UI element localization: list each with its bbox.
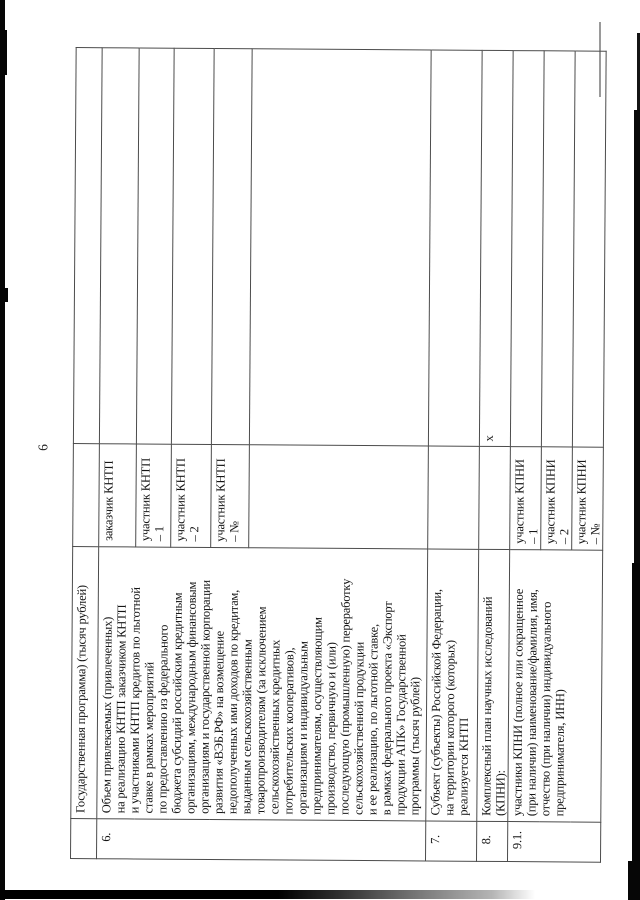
doc-table: Государственная программа) (тысяч рублей… — [70, 47, 607, 863]
scan-edge-artifact-right — [632, 563, 640, 863]
role-cell: участник КНТП – 1 — [135, 444, 172, 547]
role-cell — [72, 444, 100, 547]
table-row-7: 7. Субъект (субъекты) Российской Федерац… — [425, 50, 483, 862]
scan-edge-artifact-left — [0, 0, 5, 900]
role-cell: заказчик КНТП — [98, 444, 137, 547]
row-number-cell: 8. — [476, 821, 508, 862]
table-row-9-1: 9.1. участники КПНИ (полное или сокращен… — [507, 50, 603, 863]
description-cell: Государственная программа) (тысяч рублей… — [70, 546, 99, 819]
table-row-6: 6. Объем привлекаемых (привлеченных) на … — [96, 47, 428, 861]
role-cell: участник КПНИ – № — [571, 447, 604, 550]
role-cell — [478, 446, 511, 550]
role-cell: участник КНТП – № — [210, 444, 250, 548]
row-number-cell: 9.1. — [507, 821, 601, 863]
value-cell — [572, 51, 607, 448]
value-cell — [249, 48, 432, 447]
description-cell: участники КПНИ (полное или сокращенное (… — [507, 549, 603, 823]
page-number: 6 — [35, 444, 51, 451]
scan-edge-artifact-bottom — [0, 890, 535, 899]
scan-edge-artifact-right — [634, 110, 640, 565]
scan-edge-artifact-left-notch — [5, 30, 7, 75]
row-number-cell: 7. — [425, 820, 477, 862]
value-cell — [428, 50, 483, 447]
role-cell: участник КПНИ – 1 — [509, 447, 542, 550]
scan-edge-artifact-right — [637, 33, 640, 111]
value-cell — [510, 50, 545, 448]
description-cell: Субъект (субъекты) Российской Федерации,… — [425, 548, 479, 822]
value-cell-x-mark: х — [479, 50, 514, 448]
scan-edge-artifact-gray-line — [599, 22, 601, 97]
description-cell: Комплексный план научных исследований (К… — [476, 548, 510, 822]
scan-edge-artifact-right-blob — [628, 861, 640, 900]
value-cell — [541, 50, 576, 448]
value-cell — [73, 47, 103, 445]
value-cell — [99, 47, 140, 445]
row-number-cell — [70, 818, 97, 859]
role-cell: участник КНТП – 2 — [170, 444, 212, 548]
rotated-table-container: Государственная программа) (тысяч рублей… — [70, 47, 607, 863]
role-cell — [427, 446, 480, 549]
description-cell: Объем привлекаемых (привлеченных) на реа… — [96, 546, 428, 821]
role-cell — [248, 445, 429, 549]
value-cell — [171, 48, 215, 445]
row-number-cell: 6. — [96, 818, 426, 861]
value-cell — [211, 48, 253, 446]
role-cell: участник КПНИ – 2 — [540, 447, 573, 550]
value-cell — [136, 47, 175, 445]
scan-edge-artifact-left-notch — [5, 288, 8, 302]
